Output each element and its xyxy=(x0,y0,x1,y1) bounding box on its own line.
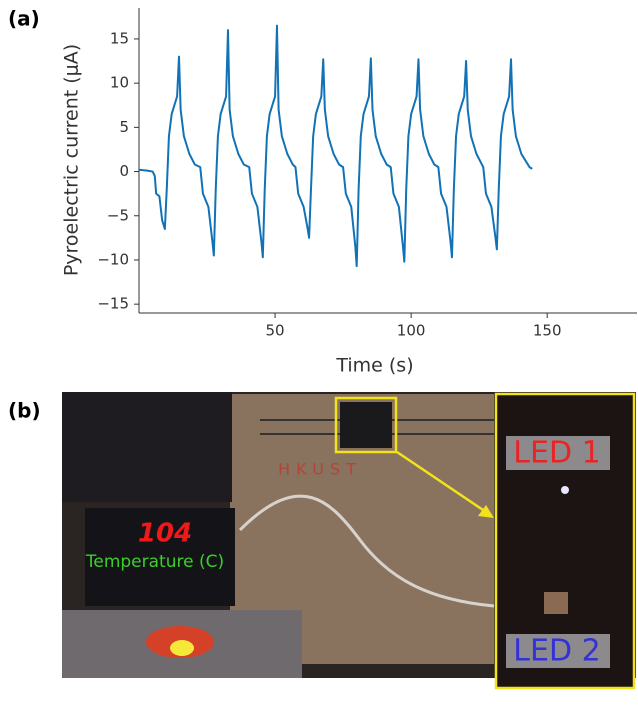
x-axis-title: Time (s) xyxy=(335,355,413,377)
label-background xyxy=(506,436,610,470)
y-axis-title: Pyroelectric current (μA) xyxy=(61,44,83,276)
display-caption: Temperature (C) xyxy=(85,552,224,572)
y-tick-label: 10 xyxy=(110,74,129,92)
panel-label: (b) xyxy=(8,399,41,423)
y-tick-label: 0 xyxy=(119,162,129,180)
photo: HKUST 104 Temperature (C) LED 1 LED 2 xyxy=(62,392,636,690)
y-tick-label: 15 xyxy=(110,29,129,47)
x-tick-label: 150 xyxy=(533,322,562,340)
inset-label: LED 1 xyxy=(513,436,600,471)
label-background xyxy=(506,634,610,668)
wire xyxy=(238,494,495,608)
y-tick-label: −10 xyxy=(97,250,129,268)
y-tick-label: −5 xyxy=(107,206,129,224)
zoom-arrow xyxy=(396,450,487,514)
led-glow xyxy=(561,486,569,494)
y-tick-label: −15 xyxy=(97,295,129,313)
device xyxy=(340,402,392,448)
inset-label: LED 2 xyxy=(513,634,600,669)
arrow-head xyxy=(478,505,494,518)
x-tick-label: 50 xyxy=(266,322,285,340)
x-tick-label: 100 xyxy=(397,322,426,340)
zoom-box xyxy=(334,396,398,454)
inset-frame xyxy=(494,392,636,690)
led xyxy=(544,592,568,614)
heater-glow xyxy=(170,640,194,656)
board-text: HKUST xyxy=(278,460,362,479)
controller xyxy=(85,508,235,606)
y-tick-label: 5 xyxy=(119,118,129,136)
temperature-reading: 104 xyxy=(138,519,192,549)
data-line xyxy=(138,24,533,268)
plot: −15 −10 −5 0 5 10 15 50 100 150 xyxy=(97,8,637,340)
panel-label: (a) xyxy=(8,7,40,31)
equipment xyxy=(62,392,232,502)
